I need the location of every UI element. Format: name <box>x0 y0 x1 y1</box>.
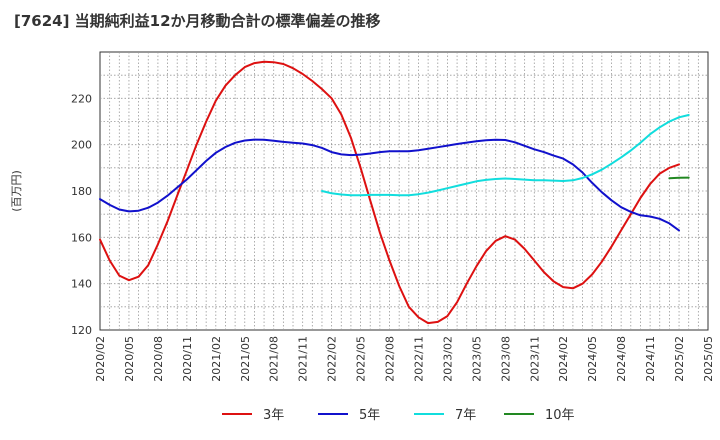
series-line-10年 <box>668 176 690 180</box>
x-tick-label: 2020/05 <box>123 336 136 382</box>
x-tick-label: 2022/05 <box>355 336 368 382</box>
legend: 3年 5年 7年 10年 <box>222 408 575 423</box>
y-tick-label: 200 <box>71 139 92 152</box>
series-line-5年 <box>99 138 680 232</box>
x-tick-label: 2021/08 <box>268 336 281 382</box>
x-tick-label: 2023/05 <box>470 336 483 382</box>
x-tick-label: 2020/08 <box>152 336 165 382</box>
legend-label: 5年 <box>359 408 380 423</box>
x-tick-label: 2023/02 <box>441 336 454 382</box>
series-line-3年 <box>99 60 680 325</box>
series-line-7年 <box>321 114 690 197</box>
grid-lines <box>100 52 708 330</box>
x-tick-label: 2020/11 <box>181 336 194 382</box>
x-tick-label: 2024/02 <box>557 336 570 382</box>
x-tick-label: 2022/11 <box>412 336 425 382</box>
x-axis-ticks: 2020/02 2020/05 2020/08 2020/11 2021/02 2021/… <box>94 336 715 382</box>
legend-label: 3年 <box>263 408 284 423</box>
x-tick-label: 2023/11 <box>528 336 541 382</box>
chart-title: [7624] 当期純利益12か月移動合計の標準偏差の推移 <box>14 12 381 30</box>
y-tick-label: 220 <box>71 92 92 105</box>
x-tick-label: 2025/02 <box>673 336 686 382</box>
x-tick-label: 2024/05 <box>586 336 599 382</box>
y-axis-label: (百万円) <box>10 170 23 212</box>
x-tick-label: 2021/02 <box>210 336 223 382</box>
x-tick-label: 2022/08 <box>384 336 397 382</box>
legend-label: 10年 <box>545 408 575 423</box>
x-tick-label: 2024/08 <box>615 336 628 382</box>
x-tick-label: 2025/05 <box>702 336 715 382</box>
y-tick-label: 120 <box>71 324 92 337</box>
y-tick-label: 160 <box>71 231 92 244</box>
y-tick-label: 180 <box>71 185 92 198</box>
y-axis-ticks: 120 140 160 180 200 220 <box>71 92 92 337</box>
x-tick-label: 2020/02 <box>94 336 107 382</box>
legend-label: 7年 <box>455 408 476 423</box>
series-lines <box>99 60 690 325</box>
y-tick-label: 140 <box>71 278 92 291</box>
x-tick-label: 2021/05 <box>239 336 252 382</box>
x-tick-label: 2021/11 <box>297 336 310 382</box>
x-tick-label: 2023/08 <box>499 336 512 382</box>
x-tick-label: 2022/02 <box>326 336 339 382</box>
x-tick-label: 2024/11 <box>644 336 657 382</box>
plot-area <box>99 51 709 331</box>
